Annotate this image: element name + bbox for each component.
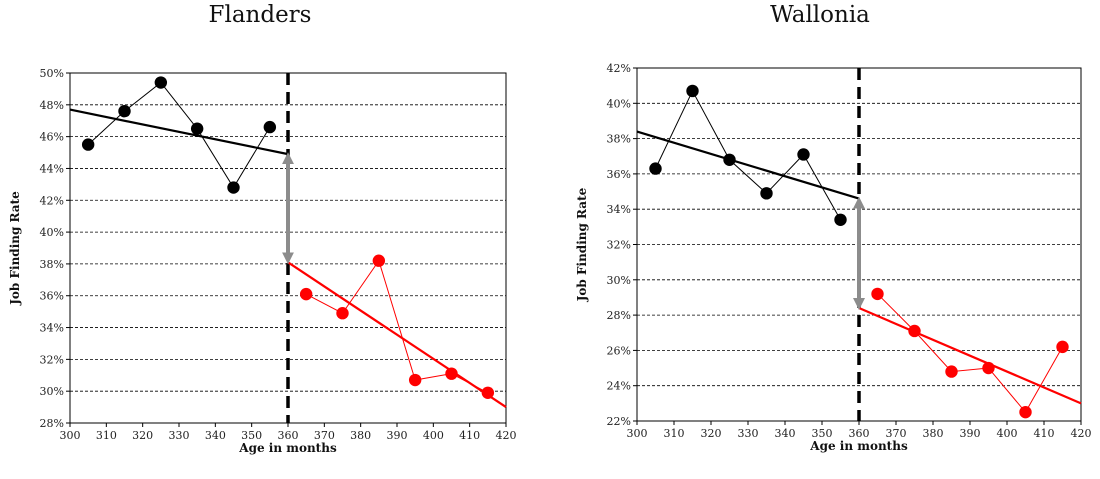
x-tick-label: 370 (314, 429, 335, 442)
chart-panel-wallonia: Wallonia 22% 24% 26% 28% 30% 32% 34% 36% 38% 40% 4… (550, 0, 1100, 479)
y-tick-label: 50% (40, 67, 64, 80)
x-tick-label: 390 (387, 429, 408, 442)
data-point (982, 361, 995, 375)
y-tick-label: 32% (40, 353, 64, 366)
y-tick-label: 46% (40, 131, 64, 144)
data-point (481, 386, 495, 399)
y-tick-label: 36% (40, 290, 64, 303)
x-tick-label: 370 (886, 427, 907, 440)
x-tick-label: 350 (241, 429, 262, 442)
data-point (263, 120, 277, 134)
x-tick-label: 400 (997, 427, 1018, 440)
data-point (1056, 340, 1069, 354)
y-tick-label: 44% (40, 162, 64, 175)
data-point (945, 365, 958, 378)
data-point (154, 76, 168, 89)
y-tick-label: 34% (607, 203, 631, 216)
y-tick-label: 30% (607, 274, 631, 287)
y-tick-label: 32% (607, 239, 631, 252)
x-tick-label: 320 (701, 427, 722, 440)
data-point (336, 307, 349, 320)
y-tick-label: 42% (40, 194, 64, 207)
y-tick-label: 28% (607, 309, 631, 322)
y-axis-title: Job Finding Rate (575, 187, 589, 302)
chart-panel-flanders: Flanders 28% 30% 32% 34% 36% 38% 40% 42% 44% 46% 4… (8, 2, 517, 455)
x-tick-label: 360 (849, 427, 870, 440)
x-tick-label: 390 (960, 427, 981, 440)
x-tick-label: 420 (1071, 427, 1092, 440)
data-point (797, 148, 810, 161)
x-tick-label: 300 (60, 429, 81, 442)
x-axis-title: Age in months (809, 439, 908, 453)
y-axis-title: Job Finding Rate (8, 191, 22, 306)
x-tick-label: 400 (423, 429, 444, 442)
y-tick-label: 36% (607, 168, 631, 181)
x-tick-label: 310 (664, 427, 685, 440)
data-point (299, 287, 313, 301)
x-tick-label: 350 (812, 427, 833, 440)
x-tick-label: 380 (350, 429, 371, 442)
y-tick-label: 48% (40, 99, 64, 112)
data-point (686, 84, 699, 98)
x-tick-label: 380 (923, 427, 944, 440)
data-point (1019, 405, 1032, 419)
y-tick-label: 38% (40, 258, 64, 271)
y-tick-label: 42% (607, 62, 631, 75)
data-point (760, 187, 773, 200)
x-tick-label: 360 (278, 429, 299, 442)
x-tick-label: 310 (96, 429, 117, 442)
data-point (408, 373, 422, 387)
data-point (445, 367, 458, 380)
y-tick-label: 22% (607, 415, 631, 428)
chart-title: Wallonia (770, 2, 870, 28)
data-point (871, 287, 884, 301)
chart-flanders: 28% 30% 32% 34% 36% 38% 40% 42% 44% 46% 48% 50% 300 3… (8, 67, 517, 455)
x-tick-label: 300 (627, 427, 648, 440)
data-point (81, 138, 95, 151)
x-tick-label: 320 (132, 429, 153, 442)
x-tick-label: 410 (1034, 427, 1055, 440)
fit-line (287, 261, 507, 409)
data-point (723, 153, 736, 166)
x-tick-label: 340 (775, 427, 796, 440)
data-point (834, 213, 847, 226)
y-tick-label: 38% (607, 133, 631, 146)
y-tick-label: 40% (40, 226, 64, 239)
series-line (655, 89, 841, 221)
x-axis-title: Age in months (238, 441, 337, 455)
y-tick-label: 30% (40, 385, 64, 398)
series-line (87, 81, 271, 189)
fit-line (636, 130, 860, 200)
chart-title: Flanders (208, 2, 312, 28)
fit-line (69, 108, 289, 156)
x-tick-label: 330 (169, 429, 190, 442)
data-point (190, 122, 204, 135)
data-point (227, 181, 240, 194)
y-tick-label: 28% (40, 417, 64, 430)
y-tick-label: 40% (607, 97, 631, 110)
x-tick-label: 330 (738, 427, 759, 440)
y-tick-label: 34% (40, 322, 64, 335)
data-point (118, 104, 131, 118)
y-tick-label: 26% (607, 344, 631, 357)
x-tick-label: 340 (205, 429, 226, 442)
data-point (908, 324, 921, 338)
y-tick-label: 24% (607, 380, 631, 393)
x-tick-label: 410 (459, 429, 480, 442)
series-line (305, 259, 489, 394)
series-line (877, 293, 1063, 414)
chart-wallonia: 22% 24% 26% 28% 30% 32% 34% 36% 38% 40% 42% 300 310 3… (575, 62, 1092, 453)
fit-line (858, 307, 1082, 405)
x-tick-label: 420 (496, 429, 517, 442)
data-point (649, 162, 662, 175)
data-point (372, 254, 386, 267)
